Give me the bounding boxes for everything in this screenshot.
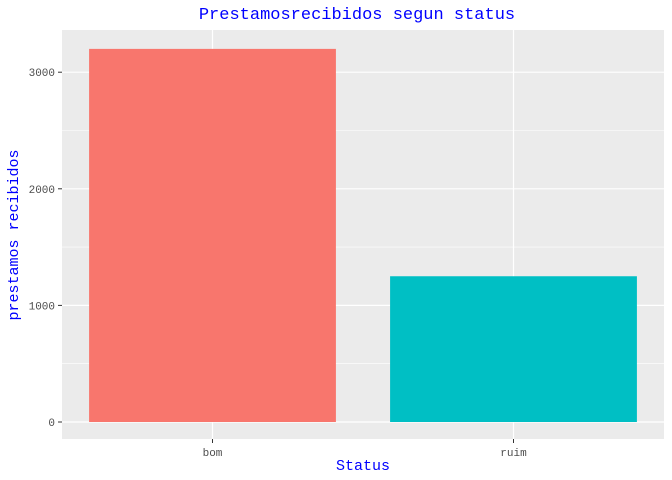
y-tick-label: 2000 — [29, 185, 55, 197]
y-axis-title: prestamos recibidos — [6, 149, 23, 320]
y-tick-label: 0 — [48, 418, 55, 430]
x-tick-label-bom: bom — [203, 448, 223, 460]
y-tick-label: 3000 — [29, 68, 55, 80]
bar-bom — [89, 48, 336, 422]
bars — [89, 48, 637, 422]
x-tick-label-ruim: ruim — [500, 448, 527, 460]
chart-title: Prestamosrecibidos segun status — [199, 6, 515, 25]
y-tick-label: 1000 — [29, 301, 55, 313]
x-axis-title: Status — [336, 458, 390, 475]
bar-ruim — [390, 276, 637, 422]
axis-ticks: 0 1000 2000 3000 bom ruim — [29, 68, 528, 460]
